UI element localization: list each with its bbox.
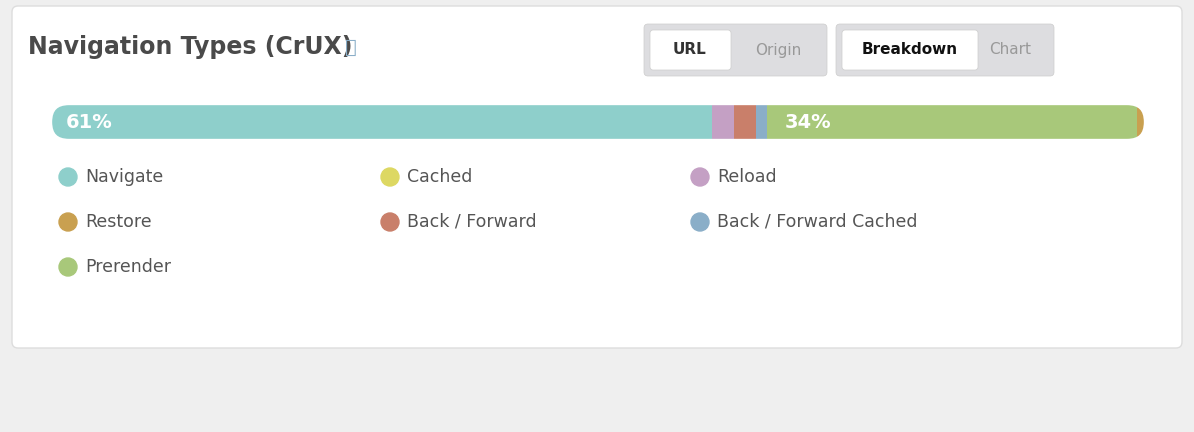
Text: 34%: 34% [784,112,831,131]
Circle shape [59,168,76,186]
Circle shape [691,213,709,231]
Bar [756,101,767,143]
Text: URL: URL [673,42,707,57]
Text: Breakdown: Breakdown [862,42,958,57]
Bar [713,101,734,143]
Bar [48,101,713,143]
Text: ⓘ: ⓘ [345,38,357,57]
Bar [734,101,756,143]
Text: Reload: Reload [718,168,776,186]
Circle shape [59,213,76,231]
Circle shape [381,213,399,231]
Text: Back / Forward Cached: Back / Forward Cached [718,213,917,231]
Text: Restore: Restore [85,213,152,231]
Text: 61%: 61% [66,112,112,131]
FancyBboxPatch shape [650,30,731,70]
Text: Origin: Origin [755,42,801,57]
Text: Cached: Cached [407,168,473,186]
Text: Chart: Chart [989,42,1030,57]
Circle shape [381,168,399,186]
FancyBboxPatch shape [12,6,1182,348]
FancyBboxPatch shape [836,24,1054,76]
Text: Prerender: Prerender [85,258,171,276]
FancyBboxPatch shape [644,24,827,76]
Text: Back / Forward: Back / Forward [407,213,536,231]
Text: Navigate: Navigate [85,168,164,186]
Bar [767,101,1137,143]
Bar [1137,101,1147,143]
FancyBboxPatch shape [842,30,978,70]
FancyBboxPatch shape [48,101,1147,143]
Text: Navigation Types (CrUX): Navigation Types (CrUX) [27,35,352,59]
Circle shape [691,168,709,186]
Circle shape [59,258,76,276]
